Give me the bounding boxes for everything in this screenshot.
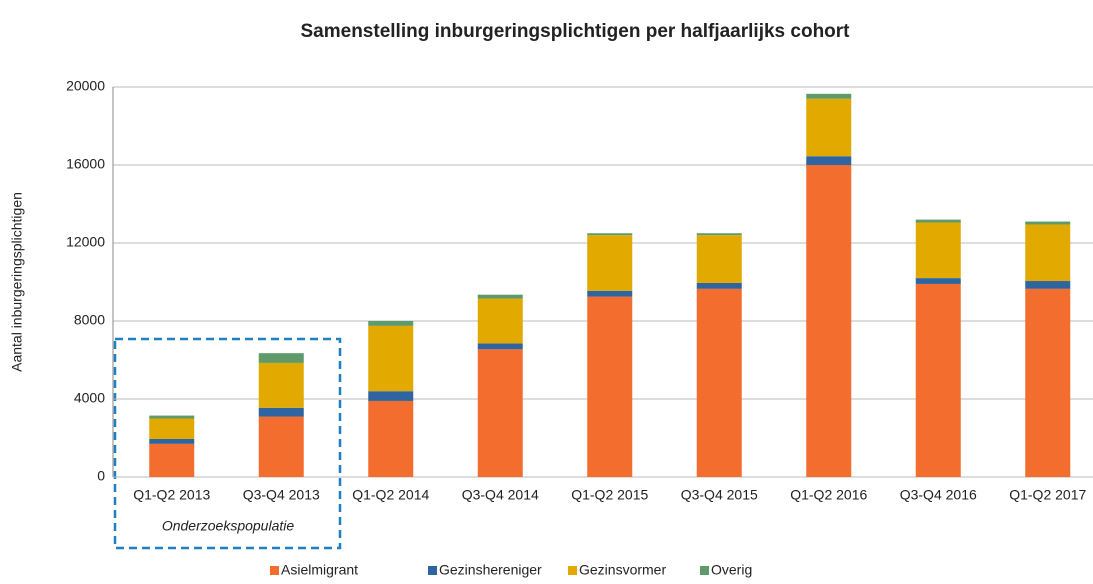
bar-segment: [258, 353, 304, 363]
x-tick-label: Q3-Q4 2016: [900, 487, 977, 503]
bar-segment: [587, 296, 633, 477]
y-tick-label: 12000: [66, 234, 105, 250]
bar-segment: [587, 290, 633, 297]
bar-segment: [368, 325, 414, 392]
x-tick-label: Q1-Q2 2013: [133, 487, 210, 503]
bar-segment: [696, 235, 742, 283]
bar-segment: [368, 391, 414, 401]
annotation: Onderzoekspopulatie: [162, 518, 295, 534]
annotation-box: [113, 337, 342, 550]
y-tick-label: 16000: [66, 156, 105, 172]
y-tick-label: 4000: [74, 390, 105, 406]
x-tick-label: Q3-Q4 2013: [243, 487, 320, 503]
legend-label: Asielmigrant: [281, 562, 358, 578]
bar-segment: [149, 415, 195, 419]
bar-segment: [258, 416, 304, 477]
x-tick-label: Q3-Q4 2014: [462, 487, 539, 503]
bar-segment: [477, 343, 523, 350]
bar-segment: [696, 282, 742, 289]
bar-segment: [587, 235, 633, 291]
bar-segment: [1025, 221, 1071, 225]
legend-label: Gezinshereniger: [439, 562, 542, 578]
legend-swatch: [270, 566, 279, 575]
x-tick-label: Q1-Q2 2017: [1009, 487, 1086, 503]
x-tick-label: Q3-Q4 2015: [681, 487, 758, 503]
y-axis-label: Aantal inburgeringsplichtigen: [9, 192, 25, 372]
bar-segment: [806, 156, 852, 165]
bar-segment: [915, 283, 961, 477]
bar-segment: [915, 219, 961, 223]
x-tick-label: Q1-Q2 2014: [352, 487, 429, 503]
bar-segment: [258, 362, 304, 408]
bar-segment: [696, 233, 742, 236]
bar-segment: [477, 294, 523, 299]
chart-title: Samenstelling inburgeringsplichtigen per…: [301, 21, 851, 42]
bar-segment: [368, 321, 414, 326]
bar-segment: [149, 438, 195, 444]
bar-segment: [368, 400, 414, 477]
bar-segment: [696, 288, 742, 477]
bar-segment: [477, 349, 523, 477]
bar-segment: [1025, 224, 1071, 282]
y-tick-label: 20000: [66, 78, 105, 94]
bar-segment: [806, 98, 852, 157]
legend-label: Overig: [711, 562, 752, 578]
bar-segment: [258, 407, 304, 417]
bar-segment: [915, 222, 961, 279]
bar-segment: [1025, 281, 1071, 289]
bar-segment: [1025, 288, 1071, 477]
x-tick-label: Q1-Q2 2016: [790, 487, 867, 503]
bar-segment: [587, 233, 633, 236]
bar-segment: [477, 298, 523, 344]
bar-segment: [806, 165, 852, 477]
legend-swatch: [700, 566, 709, 575]
bar-segment: [149, 443, 195, 477]
bar-segment: [149, 418, 195, 439]
legend-label: Gezinsvormer: [579, 562, 666, 578]
legend-swatch: [428, 566, 437, 575]
bar-segment: [915, 278, 961, 284]
bar-segment: [806, 93, 852, 99]
x-tick-label: Q1-Q2 2015: [571, 487, 648, 503]
y-tick-label: 0: [97, 468, 105, 484]
legend-swatch: [568, 566, 577, 575]
y-tick-label: 8000: [74, 312, 105, 328]
